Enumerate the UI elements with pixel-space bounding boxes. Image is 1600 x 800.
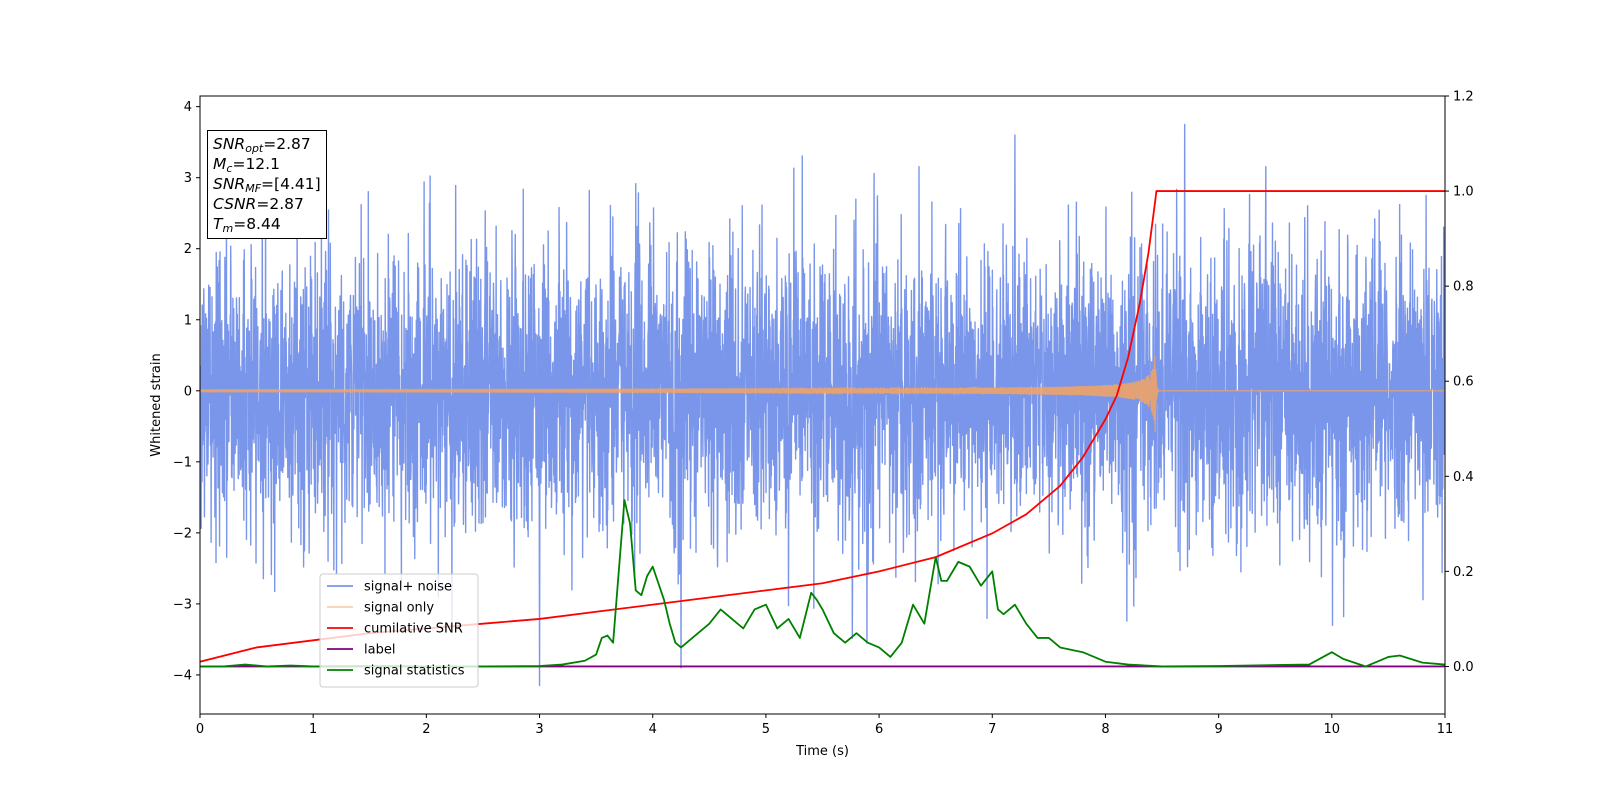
x-tick-label: 9 <box>1214 722 1222 737</box>
y2-tick-label: 0.0 <box>1453 660 1474 675</box>
x-tick-label: 7 <box>988 722 996 737</box>
legend-label: cumilative SNR <box>364 622 463 637</box>
y-tick-label: −4 <box>173 668 192 683</box>
annotation-snr-opt: SNRopt=2.87 <box>213 135 311 155</box>
legend-label: label <box>364 643 395 658</box>
series-signal-statistics <box>200 499 1445 668</box>
x-tick-label: 1 <box>309 722 317 737</box>
y2-tick-label: 1.2 <box>1453 90 1474 105</box>
y-axis-left: −4 −3 −2 −1 0 1 2 3 4 <box>173 100 200 683</box>
y-tick-label: 0 <box>184 384 192 399</box>
y-tick-label: −1 <box>173 455 192 470</box>
x-tick-label: 11 <box>1437 722 1454 737</box>
x-tick-label: 4 <box>649 722 657 737</box>
x-tick-label: 2 <box>422 722 430 737</box>
x-tick-label: 10 <box>1324 722 1341 737</box>
legend: signal+ noise signal only cumilative SNR la… <box>319 573 479 688</box>
signal-statistics-line <box>200 499 1445 668</box>
annotation-box: SNRopt=2.87 Mc=12.1 SNRMF=[4.41] CSNR=2.… <box>207 130 327 239</box>
legend-label: signal+ noise <box>364 580 452 595</box>
plot-frame <box>199 95 1446 715</box>
legend-label: signal statistics <box>364 664 465 679</box>
y-tick-label: 1 <box>184 313 192 328</box>
legend-label: signal only <box>364 601 434 616</box>
annotation-csnr: CSNR=2.87 <box>213 195 304 213</box>
series-signal-only <box>200 356 1445 432</box>
x-tick-label: 5 <box>762 722 770 737</box>
y-tick-label: 4 <box>184 100 192 115</box>
legend-box <box>319 573 479 688</box>
y2-tick-label: 0.8 <box>1453 280 1474 295</box>
x-axis: 0 1 2 3 4 5 6 7 8 9 10 11 <box>196 714 1453 737</box>
x-tick-label: 3 <box>535 722 543 737</box>
y-tick-label: 3 <box>184 171 192 186</box>
y-axis-right: 0.0 0.2 0.4 0.6 0.8 1.0 1.2 <box>1445 90 1474 675</box>
y-tick-label: −3 <box>173 597 192 612</box>
y2-tick-label: 0.2 <box>1453 565 1474 580</box>
x-tick-label: 6 <box>875 722 883 737</box>
y-axis-title: Whitened strain <box>149 353 164 456</box>
x-tick-label: 0 <box>196 722 204 737</box>
x-tick-label: 8 <box>1101 722 1109 737</box>
series-signal-noise <box>200 123 1445 687</box>
signal-only-line <box>200 356 1445 432</box>
x-axis-title: Time (s) <box>795 744 849 759</box>
annotation-tm: Tm=8.44 <box>213 215 281 235</box>
y2-tick-label: 0.4 <box>1453 470 1474 485</box>
y2-tick-label: 0.6 <box>1453 375 1474 390</box>
y2-tick-label: 1.0 <box>1453 185 1474 200</box>
y-tick-label: 2 <box>184 242 192 257</box>
y-tick-label: −2 <box>173 526 192 541</box>
annotation-mc: Mc=12.1 <box>213 155 280 175</box>
noise-line <box>200 123 1445 687</box>
annotation-snr-mf: SNRMF=[4.41] <box>213 175 321 195</box>
